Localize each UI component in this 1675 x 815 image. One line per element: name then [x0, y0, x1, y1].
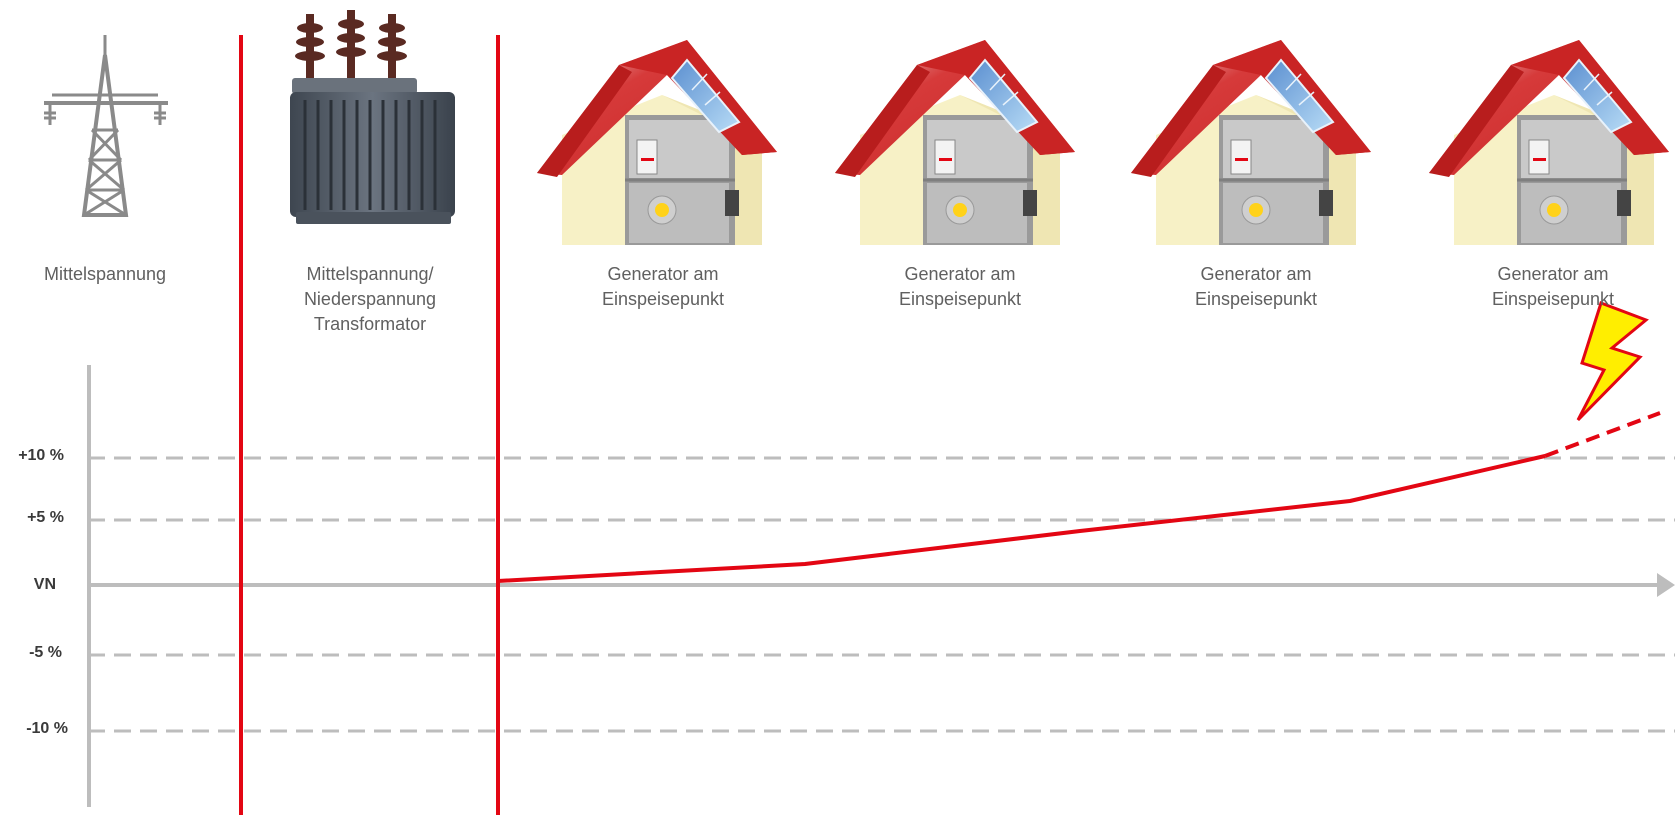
pv-house-icon [1429, 40, 1669, 245]
voltage-overrun-dashed [1545, 413, 1660, 456]
caption-transformer: Mittelspannung/ Niederspannung Transform… [250, 262, 490, 337]
transformer-icon [290, 10, 455, 224]
voltage-label-minus5: -5 % [0, 644, 62, 662]
voltage-label-plus5: +5 % [0, 509, 64, 527]
lightning-bolt-icon [1578, 303, 1646, 420]
pv-house-icon [1131, 40, 1371, 245]
voltage-profile-line [498, 456, 1545, 581]
voltage-label-nominal: VN [0, 576, 56, 594]
reference-grid [88, 458, 1675, 731]
caption-generator-1: Generator am Einspeisepunkt [543, 262, 783, 312]
caption-generator-3: Generator am Einspeisepunkt [1136, 262, 1376, 312]
voltage-label-minus10: -10 % [0, 720, 68, 738]
power-pylon-icon [44, 35, 168, 215]
pv-house-icon [537, 40, 777, 245]
caption-generator-2: Generator am Einspeisepunkt [840, 262, 1080, 312]
pv-house-icon [835, 40, 1075, 245]
caption-generator-4: Generator am Einspeisepunkt [1433, 262, 1673, 312]
axis-arrowhead-icon [1657, 573, 1675, 597]
caption-medium-voltage: Mittelspannung [0, 262, 225, 287]
voltage-label-plus10: +10 % [0, 447, 64, 465]
